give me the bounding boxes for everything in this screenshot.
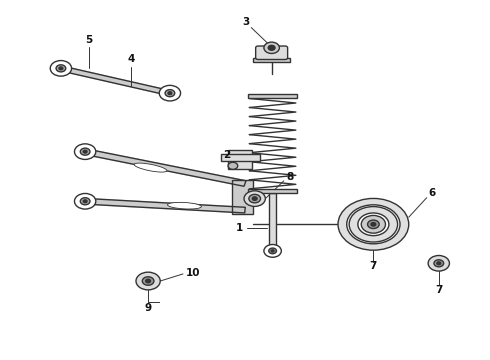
Circle shape — [59, 67, 63, 70]
Text: 2: 2 — [223, 150, 230, 160]
Circle shape — [264, 244, 281, 257]
Text: 9: 9 — [145, 303, 152, 312]
Polygon shape — [60, 66, 171, 95]
FancyBboxPatch shape — [248, 94, 297, 99]
Circle shape — [244, 191, 266, 206]
Circle shape — [74, 193, 96, 209]
Circle shape — [349, 207, 397, 242]
Circle shape — [371, 222, 376, 226]
Polygon shape — [84, 149, 246, 186]
Circle shape — [437, 262, 441, 265]
Circle shape — [271, 250, 274, 252]
Circle shape — [361, 215, 386, 233]
Text: 8: 8 — [286, 172, 293, 183]
Circle shape — [159, 85, 181, 101]
Circle shape — [168, 92, 172, 95]
Circle shape — [268, 45, 275, 50]
Circle shape — [142, 277, 154, 285]
Circle shape — [83, 200, 87, 203]
Text: 6: 6 — [428, 188, 435, 198]
Text: 10: 10 — [185, 268, 200, 278]
Text: 5: 5 — [85, 35, 93, 45]
Circle shape — [165, 90, 175, 97]
Ellipse shape — [168, 202, 201, 209]
Circle shape — [50, 60, 72, 76]
Circle shape — [80, 148, 90, 155]
Circle shape — [368, 220, 379, 229]
Circle shape — [228, 162, 238, 169]
Text: 7: 7 — [435, 285, 442, 295]
FancyBboxPatch shape — [269, 193, 276, 251]
Text: 1: 1 — [236, 223, 244, 233]
FancyBboxPatch shape — [221, 154, 260, 161]
FancyBboxPatch shape — [248, 189, 297, 193]
Circle shape — [358, 213, 389, 236]
Circle shape — [347, 205, 400, 244]
Circle shape — [269, 248, 276, 254]
FancyBboxPatch shape — [256, 46, 288, 59]
Ellipse shape — [134, 163, 167, 172]
Circle shape — [146, 279, 150, 283]
Text: 3: 3 — [243, 17, 249, 27]
FancyBboxPatch shape — [253, 58, 290, 62]
Circle shape — [56, 65, 66, 72]
Circle shape — [249, 194, 261, 203]
Circle shape — [74, 144, 96, 159]
Circle shape — [264, 42, 279, 54]
Circle shape — [434, 260, 443, 267]
Circle shape — [80, 198, 90, 205]
Circle shape — [83, 150, 87, 153]
Circle shape — [428, 256, 449, 271]
Circle shape — [252, 197, 257, 201]
Text: 4: 4 — [127, 54, 135, 64]
Circle shape — [136, 272, 160, 290]
Circle shape — [338, 198, 409, 250]
Text: 7: 7 — [369, 261, 377, 271]
FancyBboxPatch shape — [232, 180, 253, 214]
Polygon shape — [85, 198, 245, 213]
FancyBboxPatch shape — [228, 150, 252, 169]
